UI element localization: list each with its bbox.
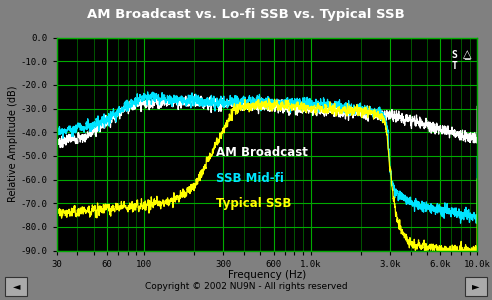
Text: SSB Mid-fi: SSB Mid-fi bbox=[216, 172, 284, 184]
Text: AM Broadcast: AM Broadcast bbox=[216, 146, 308, 159]
X-axis label: Frequency (Hz): Frequency (Hz) bbox=[228, 270, 306, 280]
Text: S
T: S T bbox=[451, 50, 457, 71]
Y-axis label: Relative Amplitude (dB): Relative Amplitude (dB) bbox=[8, 86, 18, 202]
FancyBboxPatch shape bbox=[5, 277, 27, 296]
Text: Copyright © 2002 NU9N - All rights reserved: Copyright © 2002 NU9N - All rights reser… bbox=[145, 282, 347, 291]
FancyBboxPatch shape bbox=[465, 277, 487, 296]
Text: ►: ► bbox=[472, 281, 480, 292]
Text: AM Broadcast vs. Lo-fi SSB vs. Typical SSB: AM Broadcast vs. Lo-fi SSB vs. Typical S… bbox=[87, 8, 405, 21]
Text: Typical SSB: Typical SSB bbox=[216, 197, 292, 210]
Text: ◄: ◄ bbox=[12, 281, 20, 292]
Text: △̲: △̲ bbox=[462, 50, 471, 60]
